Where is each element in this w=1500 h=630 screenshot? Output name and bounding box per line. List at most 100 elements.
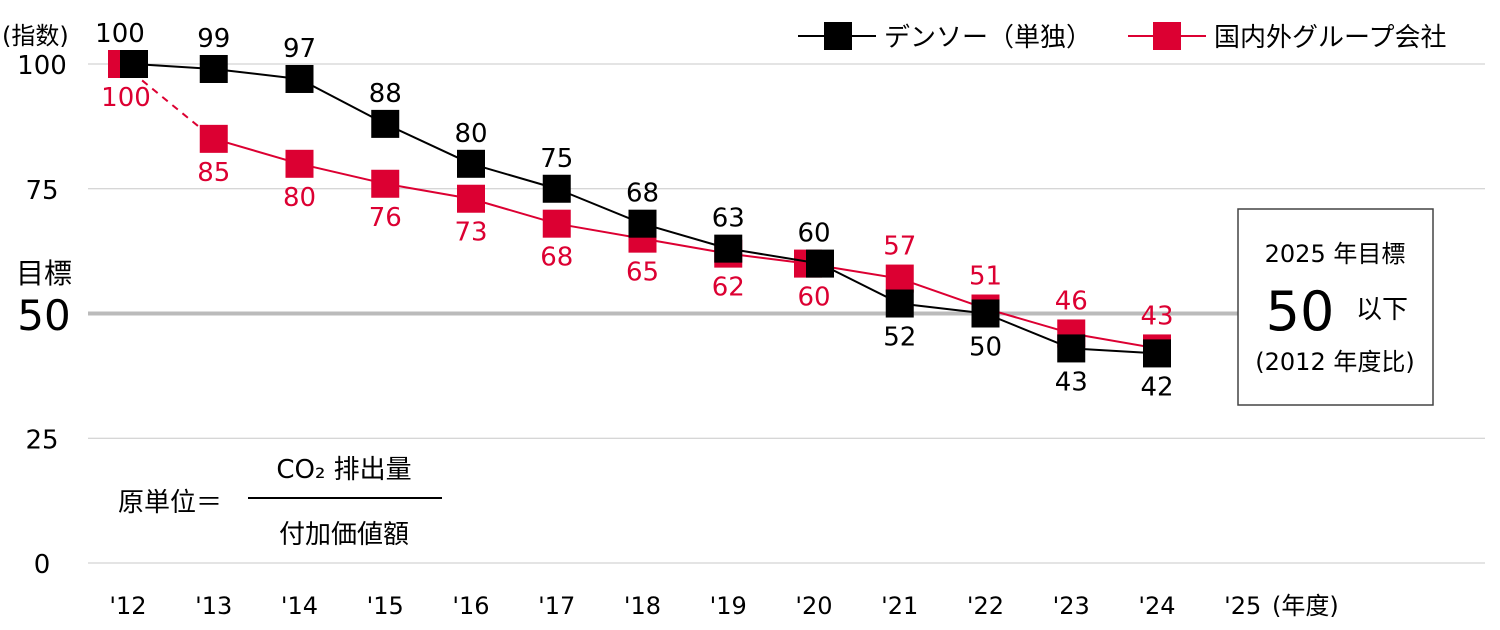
data-point-marker bbox=[371, 109, 400, 138]
data-label: 68 bbox=[626, 179, 659, 209]
target-box-note: (2012 年度比) bbox=[1255, 348, 1414, 376]
series-line-segment bbox=[213, 137, 300, 165]
target-box bbox=[1237, 208, 1434, 406]
target-box-suffix: 以下 bbox=[1356, 295, 1408, 325]
data-label: 46 bbox=[1055, 286, 1088, 316]
data-label: 73 bbox=[454, 218, 487, 248]
data-label: 43 bbox=[1140, 301, 1173, 331]
x-tick-label: '23 bbox=[1053, 592, 1090, 620]
data-label: 50 bbox=[969, 333, 1002, 363]
y-tick-label: 75 bbox=[25, 176, 58, 206]
data-label: 68 bbox=[540, 243, 573, 273]
x-tick-label: '12 bbox=[109, 592, 146, 620]
data-label: 76 bbox=[369, 203, 402, 233]
data-point-marker bbox=[120, 50, 148, 78]
target-label: 目標 bbox=[16, 257, 72, 290]
data-point-marker bbox=[371, 169, 400, 198]
data-point-marker bbox=[628, 209, 657, 238]
data-point-marker bbox=[199, 54, 228, 83]
data-label: 99 bbox=[197, 24, 230, 54]
data-label: 85 bbox=[197, 158, 230, 188]
series-line-segment bbox=[385, 182, 472, 200]
data-label: 62 bbox=[712, 273, 745, 303]
data-point-marker bbox=[285, 149, 314, 178]
data-point-marker bbox=[542, 209, 571, 238]
x-tick-label: '16 bbox=[452, 592, 489, 620]
series-line-segment bbox=[642, 222, 729, 250]
data-label: 63 bbox=[712, 204, 745, 234]
series-line-segment bbox=[642, 237, 729, 255]
x-axis-label: (年度) bbox=[1272, 592, 1339, 620]
data-point-marker bbox=[285, 64, 314, 93]
legend-label: デンソー（単独） bbox=[884, 23, 1092, 53]
data-label: 42 bbox=[1140, 372, 1173, 402]
legend-label: 国内外グループ会社 bbox=[1214, 23, 1446, 53]
y-tick-label: 0 bbox=[34, 550, 51, 580]
data-label: 65 bbox=[626, 258, 659, 288]
series-line-segment bbox=[213, 67, 300, 80]
data-label: 75 bbox=[540, 144, 573, 174]
data-label: 43 bbox=[1055, 367, 1088, 397]
y-tick-label: 25 bbox=[25, 425, 58, 455]
data-point-marker bbox=[1143, 339, 1171, 368]
formula-lhs: 原単位＝ bbox=[118, 488, 222, 518]
series-line-segment bbox=[299, 78, 386, 125]
series-line-segment bbox=[985, 307, 1072, 335]
data-label: 88 bbox=[369, 79, 402, 109]
data-point-marker bbox=[542, 174, 571, 203]
data-label: 57 bbox=[883, 232, 916, 262]
data-label: 60 bbox=[797, 219, 830, 249]
x-tick-label: '17 bbox=[538, 592, 575, 620]
series-line-segment bbox=[299, 162, 386, 185]
series-line-segment bbox=[1071, 347, 1158, 355]
data-point-marker bbox=[457, 184, 485, 213]
series-line-segment bbox=[384, 122, 472, 165]
x-tick-label: '24 bbox=[1138, 592, 1175, 620]
series-line-segment bbox=[470, 162, 558, 190]
data-point-marker bbox=[1057, 334, 1086, 363]
target-value-label: 50 bbox=[17, 291, 70, 340]
series-line-segment bbox=[899, 277, 986, 310]
series-line-segment bbox=[556, 222, 643, 240]
legend-marker bbox=[1153, 22, 1181, 50]
target-box-value: 50 bbox=[1266, 280, 1335, 343]
series-line-segment bbox=[1071, 332, 1158, 350]
data-label: 100 bbox=[101, 83, 151, 113]
x-tick-label: '20 bbox=[795, 592, 832, 620]
series-line-segment bbox=[728, 247, 821, 265]
legend-marker bbox=[824, 22, 852, 50]
data-point-marker bbox=[885, 289, 914, 318]
data-label: 51 bbox=[969, 262, 1002, 292]
x-tick-label: '14 bbox=[281, 592, 318, 620]
x-tick-label: '13 bbox=[195, 592, 232, 620]
data-label: 97 bbox=[283, 34, 316, 64]
data-label: 52 bbox=[883, 323, 916, 353]
series-line-segment bbox=[556, 187, 643, 225]
y-axis-label: (指数) bbox=[2, 22, 69, 50]
series-line-segment bbox=[985, 312, 1072, 350]
target-box-title: 2025 年目標 bbox=[1265, 240, 1406, 268]
x-tick-label: '18 bbox=[624, 592, 661, 620]
y-tick-label: 100 bbox=[17, 51, 67, 81]
data-point-marker bbox=[714, 234, 743, 263]
x-tick-label: '15 bbox=[367, 592, 404, 620]
data-label: 80 bbox=[454, 119, 487, 149]
series-line-segment bbox=[470, 197, 558, 225]
x-tick-label: '19 bbox=[710, 592, 747, 620]
data-point-marker bbox=[457, 149, 485, 178]
x-tick-label: '25 bbox=[1224, 592, 1261, 620]
data-point-marker bbox=[971, 299, 1000, 328]
x-tick-label: '21 bbox=[881, 592, 918, 620]
series-line-segment bbox=[899, 302, 986, 315]
data-point-marker bbox=[199, 124, 228, 153]
formula-numerator: CO₂ 排出量 bbox=[276, 455, 411, 485]
data-point-marker bbox=[885, 264, 914, 293]
formula-denominator: 付加価値額 bbox=[279, 520, 409, 550]
data-label: 100 bbox=[95, 19, 145, 49]
data-label: 60 bbox=[797, 283, 830, 313]
data-label: 80 bbox=[283, 183, 316, 213]
x-tick-label: '22 bbox=[967, 592, 1004, 620]
data-point-marker bbox=[806, 249, 834, 278]
